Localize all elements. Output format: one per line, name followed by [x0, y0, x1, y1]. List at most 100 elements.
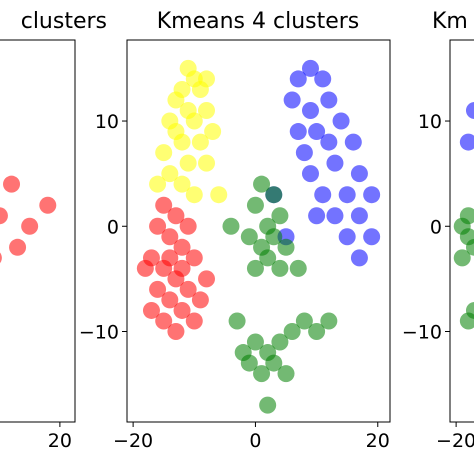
point: [283, 322, 301, 340]
point: [167, 123, 185, 141]
point: [283, 91, 301, 109]
point: [363, 228, 381, 246]
point: [198, 270, 216, 288]
y-tick-label: −10: [79, 321, 119, 343]
point: [314, 70, 332, 88]
y-tick-label: 0: [430, 216, 442, 238]
point: [185, 186, 203, 204]
x-tick-label: −20: [436, 430, 474, 452]
point: [136, 259, 154, 277]
point: [308, 123, 326, 141]
point: [265, 228, 283, 246]
point: [326, 207, 344, 225]
point: [155, 312, 173, 330]
point: [332, 112, 350, 130]
point: [289, 123, 307, 141]
point: [326, 154, 344, 172]
point: [350, 207, 368, 225]
point: [320, 91, 338, 109]
point: [289, 259, 307, 277]
point: [301, 165, 319, 183]
point: [185, 312, 203, 330]
axes-frame: [126, 39, 391, 423]
point: [161, 291, 179, 309]
x-tick-label: −20: [113, 430, 153, 452]
point: [246, 259, 264, 277]
point: [185, 112, 203, 130]
point: [271, 259, 289, 277]
point: [350, 165, 368, 183]
point: [191, 133, 209, 151]
chart-title: clusters: [21, 9, 107, 34]
point: [308, 322, 326, 340]
point: [465, 102, 474, 119]
point: [453, 249, 471, 267]
point: [271, 207, 289, 225]
point: [161, 165, 179, 183]
point: [465, 238, 474, 256]
point: [149, 175, 167, 193]
point: [246, 333, 264, 351]
point: [191, 291, 209, 309]
point: [155, 144, 173, 162]
y-tick-label: 0: [107, 216, 119, 238]
point: [301, 59, 319, 77]
point: [39, 196, 57, 214]
point: [142, 301, 160, 319]
axes-frame: [0, 39, 76, 423]
point: [240, 228, 258, 246]
point: [246, 196, 264, 214]
point: [155, 196, 173, 214]
point: [179, 280, 197, 298]
point: [289, 70, 307, 88]
point: [198, 70, 216, 88]
point: [149, 217, 167, 235]
point: [222, 217, 240, 235]
point: [350, 249, 368, 267]
point: [314, 186, 332, 204]
point: [161, 228, 179, 246]
point: [240, 354, 258, 372]
point: [338, 228, 356, 246]
point: [363, 186, 381, 204]
point: [259, 249, 277, 267]
point: [320, 312, 338, 330]
point: [167, 322, 185, 340]
x-tick-label: 20: [48, 430, 72, 452]
point: [167, 207, 185, 225]
point: [228, 312, 246, 330]
point: [173, 238, 191, 256]
point: [204, 123, 222, 141]
point: [277, 365, 295, 383]
point: [271, 333, 289, 351]
point: [161, 249, 179, 267]
point: [308, 207, 326, 225]
axes-frame: [449, 39, 474, 423]
point: [0, 252, 2, 264]
point: [179, 217, 197, 235]
point: [295, 312, 313, 330]
point: [149, 280, 167, 298]
point: [459, 312, 474, 330]
point: [277, 238, 295, 256]
chart-title: Km: [432, 9, 468, 34]
y-tick-label: 10: [418, 111, 442, 133]
y-tick-label: 10: [95, 111, 119, 133]
point: [253, 365, 271, 383]
point: [9, 238, 27, 256]
point: [301, 102, 319, 120]
point: [173, 175, 191, 193]
point: [320, 133, 338, 151]
point: [344, 133, 362, 151]
point: [173, 301, 191, 319]
point: [198, 102, 216, 120]
point: [295, 144, 313, 162]
chart-title: Kmeans 4 clusters: [157, 9, 360, 34]
point: [265, 186, 283, 204]
point: [459, 133, 474, 151]
point: [185, 249, 203, 267]
point: [210, 186, 228, 204]
point: [21, 217, 39, 235]
